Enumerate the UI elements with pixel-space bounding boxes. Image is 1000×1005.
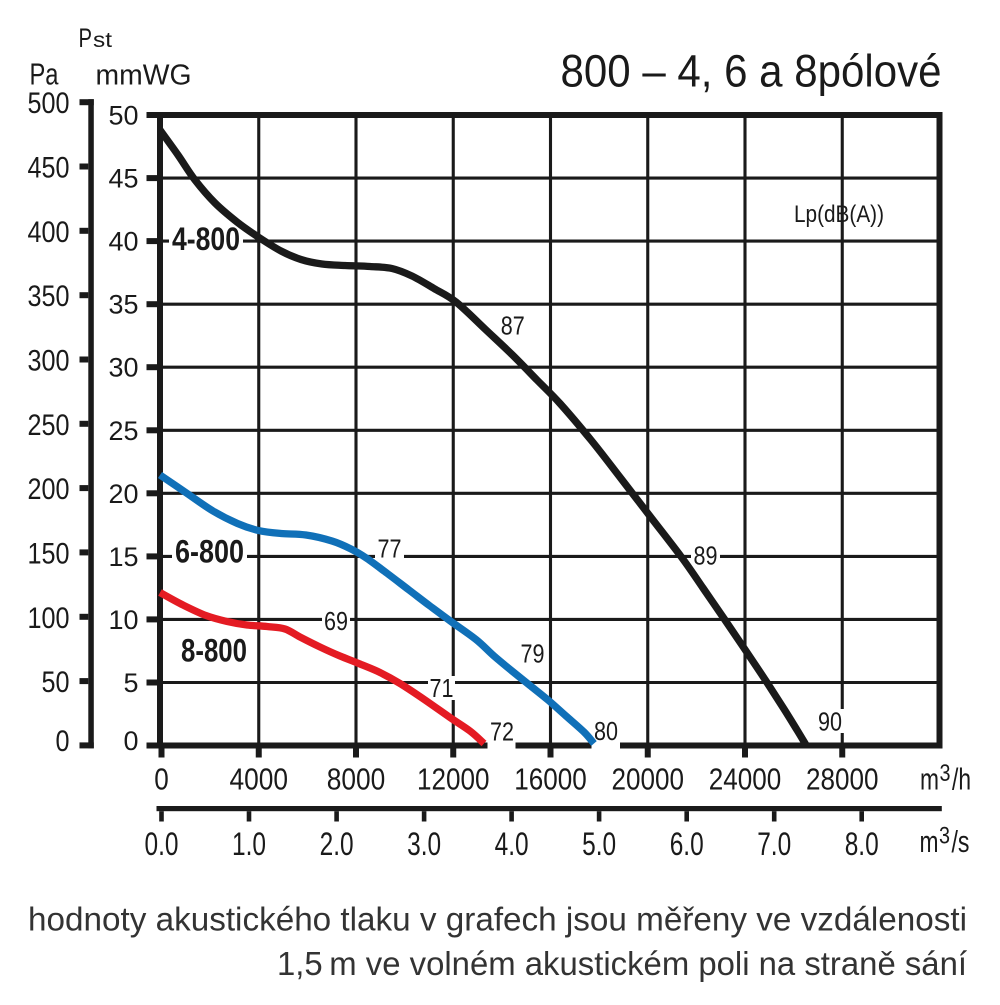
svg-text:90: 90 xyxy=(818,707,842,737)
svg-text:Lp(dB(A)): Lp(dB(A)) xyxy=(794,201,884,228)
svg-text:3: 3 xyxy=(940,760,951,787)
svg-text:8-800: 8-800 xyxy=(181,633,247,669)
svg-text:4.0: 4.0 xyxy=(495,826,529,862)
svg-text:0: 0 xyxy=(154,763,169,797)
svg-text:P: P xyxy=(79,23,93,53)
svg-text:45: 45 xyxy=(109,164,139,194)
svg-text:35: 35 xyxy=(109,290,139,320)
svg-text:0: 0 xyxy=(124,726,139,756)
svg-text:200: 200 xyxy=(28,473,70,506)
svg-text:Pa: Pa xyxy=(30,57,60,92)
svg-text:4000: 4000 xyxy=(230,763,289,797)
svg-text:5.0: 5.0 xyxy=(582,826,616,862)
svg-text:3.0: 3.0 xyxy=(407,826,441,862)
svg-text:100: 100 xyxy=(28,602,70,635)
svg-text:mmWG: mmWG xyxy=(96,60,192,92)
svg-text:20: 20 xyxy=(109,479,139,509)
svg-text:4-800: 4-800 xyxy=(172,221,240,257)
svg-text:150: 150 xyxy=(28,537,70,570)
svg-text:/h: /h xyxy=(952,763,971,797)
svg-text:/s: /s xyxy=(952,825,970,859)
svg-text:50: 50 xyxy=(109,101,139,131)
svg-text:6-800: 6-800 xyxy=(175,534,244,570)
svg-text:m: m xyxy=(920,825,939,859)
svg-text:12000: 12000 xyxy=(417,763,490,797)
svg-text:8000: 8000 xyxy=(327,763,386,797)
svg-text:28000: 28000 xyxy=(806,763,879,797)
svg-text:m: m xyxy=(920,763,939,797)
svg-text:0.0: 0.0 xyxy=(145,826,179,862)
svg-text:25: 25 xyxy=(109,416,139,446)
svg-text:15: 15 xyxy=(109,542,139,572)
svg-text:350: 350 xyxy=(28,280,70,313)
svg-text:800 – 4, 6 a 8pólové: 800 – 4, 6 a 8pólové xyxy=(561,46,942,97)
svg-text:8.0: 8.0 xyxy=(845,826,879,862)
svg-text:10: 10 xyxy=(109,605,139,635)
svg-text:7.0: 7.0 xyxy=(757,826,791,862)
svg-text:79: 79 xyxy=(521,639,545,669)
svg-text:72: 72 xyxy=(490,717,514,747)
svg-text:hodnoty akustického tlaku v gr: hodnoty akustického tlaku v grafech jsou… xyxy=(28,902,967,939)
svg-text:40: 40 xyxy=(109,227,139,257)
svg-text:5: 5 xyxy=(124,668,139,698)
svg-text:30: 30 xyxy=(109,353,139,383)
svg-text:0: 0 xyxy=(56,725,70,758)
svg-text:80: 80 xyxy=(594,716,618,746)
svg-text:1.0: 1.0 xyxy=(232,826,266,862)
svg-text:500: 500 xyxy=(28,87,70,120)
svg-text:450: 450 xyxy=(28,152,70,185)
svg-text:6.0: 6.0 xyxy=(670,826,704,862)
svg-text:24000: 24000 xyxy=(709,763,782,797)
svg-text:89: 89 xyxy=(694,541,718,571)
svg-text:69: 69 xyxy=(324,606,348,636)
svg-text:400: 400 xyxy=(28,216,70,249)
svg-text:st: st xyxy=(93,29,112,52)
svg-text:20000: 20000 xyxy=(612,763,685,797)
svg-text:71: 71 xyxy=(430,673,454,703)
svg-text:250: 250 xyxy=(28,409,70,442)
svg-text:16000: 16000 xyxy=(514,763,587,797)
svg-text:77: 77 xyxy=(378,534,402,564)
svg-text:87: 87 xyxy=(501,311,525,341)
svg-text:1,5 m ve volném akustickém pol: 1,5 m ve volném akustickém poli na stran… xyxy=(277,946,968,983)
svg-text:3: 3 xyxy=(939,823,950,850)
svg-text:50: 50 xyxy=(42,666,70,699)
svg-text:300: 300 xyxy=(28,345,70,378)
svg-text:2.0: 2.0 xyxy=(320,826,354,862)
